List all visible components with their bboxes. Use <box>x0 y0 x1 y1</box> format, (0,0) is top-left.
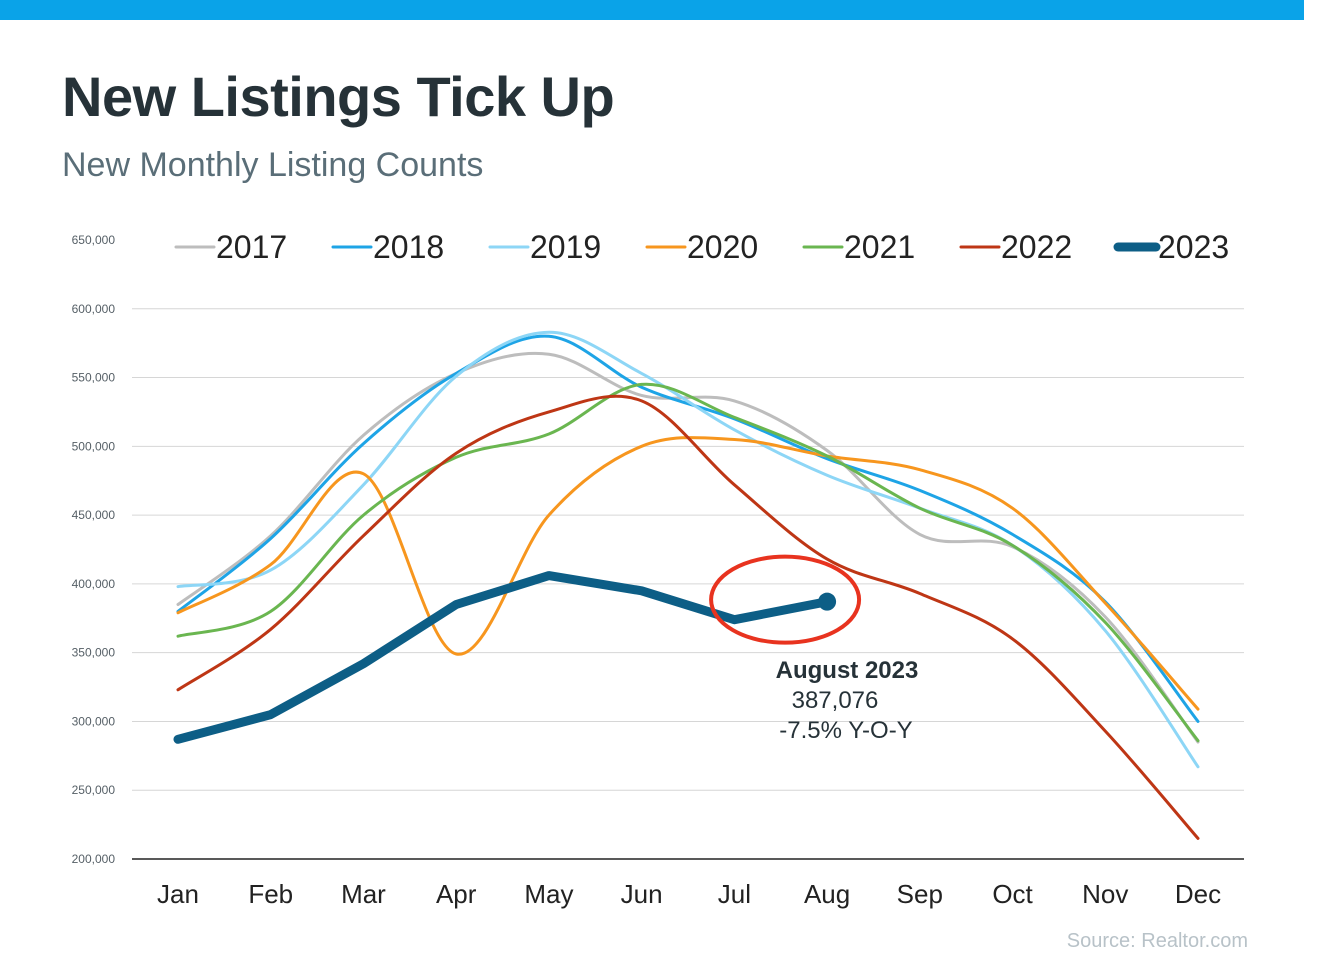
source-note: Source: Realtor.com <box>1066 930 1248 952</box>
y-tick-label: 600,000 <box>72 302 116 316</box>
legend-label-2018: 2018 <box>373 229 444 265</box>
series-line-2018 <box>176 334 1200 723</box>
annotation-value: 387,076 <box>792 687 879 714</box>
y-tick-label: 300,000 <box>72 714 116 728</box>
y-tick-label: 500,000 <box>72 439 116 453</box>
x-tick-label: Nov <box>1082 879 1128 909</box>
x-tick-label: Dec <box>1175 879 1221 909</box>
y-tick-label: 200,000 <box>72 852 116 866</box>
annotation-circle <box>709 554 862 645</box>
top-accent-bar <box>0 0 1304 20</box>
series-line-2020 <box>176 436 1200 711</box>
legend-label-2022: 2022 <box>1001 229 1072 265</box>
y-tick-label: 350,000 <box>72 646 116 660</box>
series-endpoint-2023 <box>818 592 837 611</box>
series-line-2023 <box>173 571 832 744</box>
annotation-title: August 2023 <box>776 657 919 684</box>
legend-label-2023: 2023 <box>1158 229 1229 265</box>
x-tick-label: Mar <box>341 879 386 909</box>
x-tick-label: Feb <box>248 879 293 909</box>
legend-label-2021: 2021 <box>844 229 915 265</box>
x-tick-label: Apr <box>436 879 477 909</box>
page-subtitle: New Monthly Listing Counts <box>62 146 484 184</box>
x-tick-label: May <box>524 879 573 909</box>
series-line-2017 <box>176 351 1200 744</box>
x-tick-label: Oct <box>992 879 1033 909</box>
x-tick-label: Jan <box>157 879 199 909</box>
annotation-change: -7.5% Y-O-Y <box>779 717 912 744</box>
series-line-2022 <box>176 394 1200 840</box>
x-tick-label: Aug <box>804 879 850 909</box>
y-tick-label: 550,000 <box>72 371 116 385</box>
legend-label-2020: 2020 <box>687 229 758 265</box>
series-line-2021 <box>176 382 1200 743</box>
x-tick-label: Sep <box>897 879 943 909</box>
legend-label-2017: 2017 <box>216 229 287 265</box>
y-tick-label: 400,000 <box>72 577 116 591</box>
page-title: New Listings Tick Up <box>62 65 615 128</box>
x-tick-label: Jul <box>718 879 751 909</box>
y-tick-label: 250,000 <box>72 783 116 797</box>
x-tick-label: Jun <box>621 879 663 909</box>
legend-label-2019: 2019 <box>530 229 601 265</box>
y-tick-label: 650,000 <box>72 233 116 247</box>
y-tick-label: 450,000 <box>72 508 116 522</box>
